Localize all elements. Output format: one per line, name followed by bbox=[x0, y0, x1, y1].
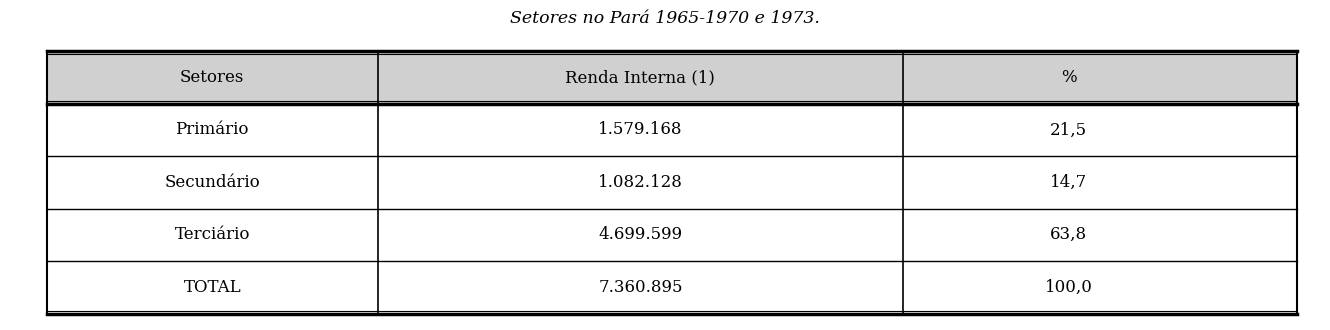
Text: Secundário: Secundário bbox=[165, 174, 261, 191]
Text: 14,7: 14,7 bbox=[1049, 174, 1087, 191]
Text: Setores: Setores bbox=[180, 69, 245, 86]
Text: 1.579.168: 1.579.168 bbox=[598, 121, 682, 138]
Text: Primário: Primário bbox=[176, 121, 249, 138]
Text: Renda Interna (1): Renda Interna (1) bbox=[565, 69, 716, 86]
Text: 21,5: 21,5 bbox=[1049, 121, 1087, 138]
Text: 1.082.128: 1.082.128 bbox=[598, 174, 682, 191]
Text: 7.360.895: 7.360.895 bbox=[598, 279, 682, 296]
Text: 4.699.599: 4.699.599 bbox=[598, 226, 682, 243]
Text: Setores no Pará 1965-1970 e 1973.: Setores no Pará 1965-1970 e 1973. bbox=[511, 10, 819, 27]
Text: %: % bbox=[1061, 69, 1076, 86]
Text: 100,0: 100,0 bbox=[1044, 279, 1092, 296]
Text: TOTAL: TOTAL bbox=[184, 279, 241, 296]
Text: 63,8: 63,8 bbox=[1049, 226, 1087, 243]
Text: Terciário: Terciário bbox=[174, 226, 250, 243]
